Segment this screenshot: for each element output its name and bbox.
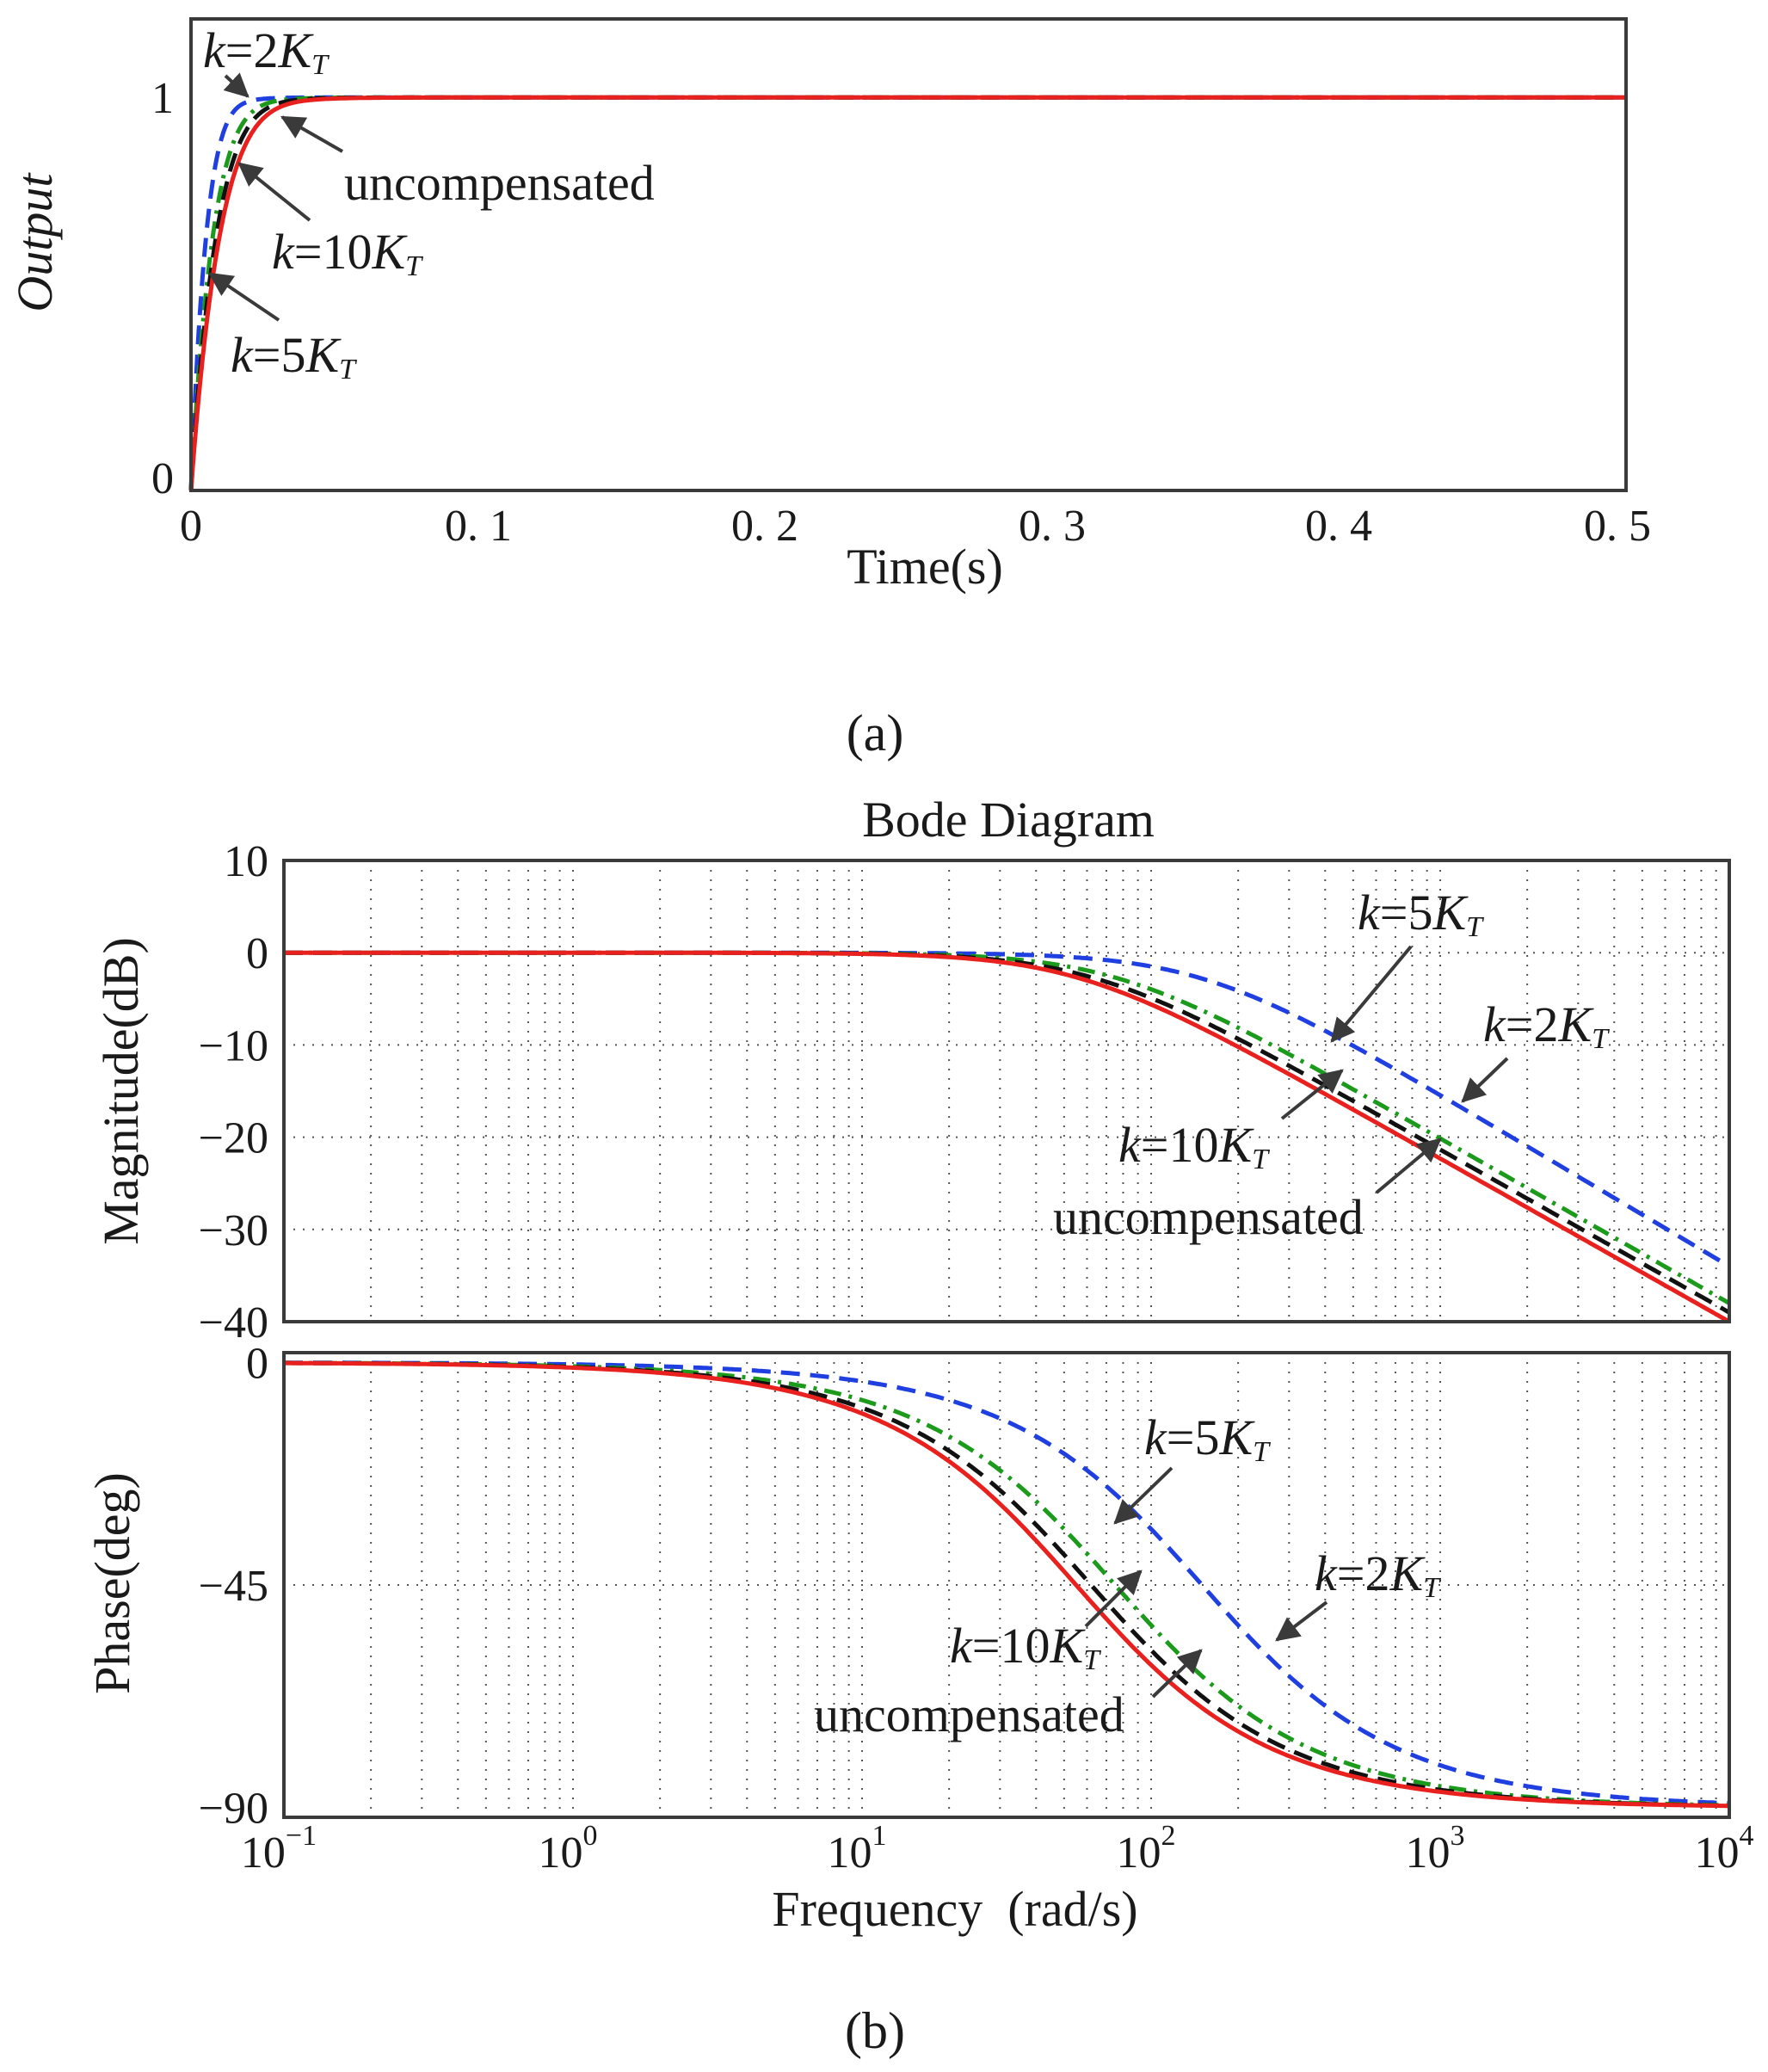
svg-text:uncompensated: uncompensated xyxy=(344,155,655,211)
anno-subscript: T xyxy=(311,49,330,81)
anno-k-var: k xyxy=(203,22,226,78)
x-tick-label: 104 xyxy=(1695,1820,1754,1878)
y-tick-label: −10 xyxy=(199,1021,268,1070)
phase-y-axis-label: Phase(deg) xyxy=(84,1472,140,1694)
y-tick-label: −20 xyxy=(199,1114,268,1163)
y-tick-label: −45 xyxy=(199,1562,268,1611)
y-tick-label: 1 xyxy=(151,74,174,123)
y-tick-label: 0 xyxy=(246,1339,268,1388)
mag-annotation-k10: k=10KT xyxy=(1118,1069,1344,1175)
mag-annotation-k5: k=5KT xyxy=(1330,885,1484,1043)
anno-K-var: K xyxy=(277,22,314,78)
mag-annotation-uncompensated: uncompensated xyxy=(1053,1138,1442,1245)
svg-text:k=10KT: k=10KT xyxy=(1118,1117,1270,1175)
svg-text:k=2KT: k=2KT xyxy=(203,22,330,81)
phase-annotation-k5: k=5KT xyxy=(1113,1409,1271,1525)
y-tick-label: −40 xyxy=(199,1298,268,1347)
y-tick-label: 0 xyxy=(151,454,174,503)
frequency-x-axis-label: Frequency (rad/s) xyxy=(772,1881,1137,1937)
phase-marks xyxy=(284,1360,1730,1809)
phase-annotation-uncompensated: uncompensated xyxy=(814,1649,1203,1742)
svg-text:k=5KT: k=5KT xyxy=(1358,885,1484,943)
magnitude-line-k5kt xyxy=(284,950,1731,1305)
x-tick-label: 0. 4 xyxy=(1305,502,1372,551)
magnitude-grid xyxy=(284,860,1729,1322)
magnitude-line-uncompensated xyxy=(284,950,1731,1324)
svg-text:k=2KT: k=2KT xyxy=(1315,1545,1441,1604)
svg-text:k=5KT: k=5KT xyxy=(1144,1409,1271,1468)
annotation-k2: k=2KT xyxy=(203,22,330,98)
phase-annotation-k2: k=2KT xyxy=(1275,1545,1441,1642)
x-tick-label: 0. 1 xyxy=(445,502,512,551)
svg-text:k=10KT: k=10KT xyxy=(950,1618,1101,1676)
x-tick-label: 101 xyxy=(828,1820,887,1878)
x-tick-label: 0. 3 xyxy=(1019,502,1086,551)
y-axis-label: Output xyxy=(7,172,63,312)
magnitude-y-axis-label: Magnitude(dB) xyxy=(93,937,149,1245)
y-tick-label: −90 xyxy=(199,1785,268,1834)
x-tick-label: 0. 2 xyxy=(731,502,798,551)
x-tick-label: 103 xyxy=(1406,1820,1465,1878)
svg-text:uncompensated: uncompensated xyxy=(814,1687,1124,1742)
panel-label-a: (a) xyxy=(847,705,904,762)
time-response-marks xyxy=(188,95,1626,491)
magnitude-frame xyxy=(282,859,1731,1323)
svg-text:k=5KT: k=5KT xyxy=(231,327,357,385)
phase-frame xyxy=(282,1351,1731,1819)
phase-y-ticks: 0 −45 −90 xyxy=(199,1339,268,1833)
svg-text:k=10KT: k=10KT xyxy=(272,224,423,282)
y-tick-label: 0 xyxy=(246,929,268,978)
time-response-frame xyxy=(189,17,1628,492)
x-tick-label: 0 xyxy=(180,502,202,551)
mag-annotation-k2: k=2KT xyxy=(1461,996,1610,1103)
x-tick-label: 10−1 xyxy=(241,1820,317,1878)
bode-diagram: Bode Diagram 100−10−20−30−40 Magnitude(d… xyxy=(84,792,1754,2059)
time-response-chart: 1 0 0 0. 1 0. 2 0. 3 0. 4 0. 5 Time(s) O… xyxy=(7,17,1651,762)
annotation-uncompensated: uncompensated xyxy=(280,115,655,211)
anno-value: =2 xyxy=(225,22,279,78)
panel-label-b: (b) xyxy=(845,2002,905,2059)
phase-line-uncompensated xyxy=(284,1360,1729,1809)
frequency-x-ticks: 10−1 100 101 102 103 104 xyxy=(241,1820,1754,1878)
x-tick-label: 0. 5 xyxy=(1584,502,1651,551)
annotation-k10: k=10KT xyxy=(237,162,423,282)
x-tick-label: 102 xyxy=(1117,1820,1176,1878)
y-tick-label: −30 xyxy=(199,1206,268,1255)
magnitude-y-ticks: 10 0 −10 −20 −30 −40 xyxy=(199,837,268,1347)
bode-title: Bode Diagram xyxy=(862,792,1155,848)
x-axis-label: Time(s) xyxy=(847,539,1003,595)
phase-grid xyxy=(284,1353,1729,1817)
series-line-uncompensated xyxy=(188,95,1626,491)
phase-annotation-k10: k=10KT xyxy=(950,1569,1143,1676)
annotation-k5: k=5KT xyxy=(208,272,357,385)
svg-text:k=2KT: k=2KT xyxy=(1483,996,1610,1055)
x-tick-label: 100 xyxy=(539,1820,598,1878)
svg-text:uncompensated: uncompensated xyxy=(1053,1189,1364,1245)
magnitude-marks xyxy=(284,950,1731,1324)
y-tick-label: 10 xyxy=(224,837,268,886)
phase-line-k5kt xyxy=(284,1360,1729,1808)
